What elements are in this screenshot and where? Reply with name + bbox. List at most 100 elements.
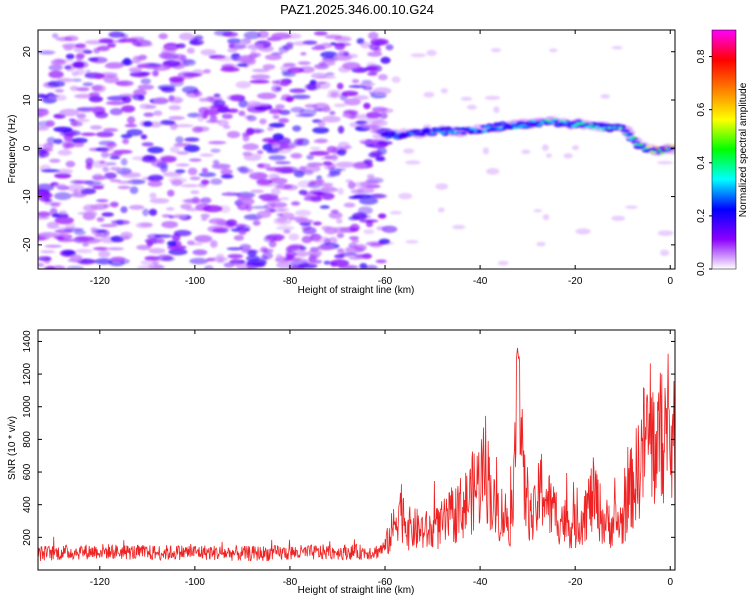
heatmap-noise-cell bbox=[217, 119, 229, 127]
heatmap-noise-cell bbox=[486, 168, 500, 175]
heatmap-noise-cell bbox=[156, 254, 173, 261]
heatmap-noise-cell bbox=[117, 185, 131, 190]
heatmap-noise-cell bbox=[288, 244, 304, 249]
heatmap-noise-cell bbox=[250, 74, 271, 80]
heatmap-noise-cell bbox=[360, 141, 379, 145]
heatmap-noise-cell bbox=[198, 97, 208, 102]
heatmap-noise-cell bbox=[349, 223, 360, 232]
heatmap-noise-cell bbox=[130, 36, 145, 41]
heatmap-signal-cell bbox=[450, 129, 456, 131]
heatmap-noise-cell bbox=[657, 230, 674, 237]
heatmap-noise-cell bbox=[304, 83, 321, 91]
heatmap-noise-cell bbox=[285, 96, 294, 103]
heatmap-noise-cell bbox=[274, 166, 293, 174]
snr-xtick-label: -20 bbox=[568, 577, 583, 588]
snr-frame bbox=[37, 329, 676, 571]
heatmap-noise-cell bbox=[122, 138, 129, 145]
figure-title: PAZ1.2025.346.00.10.G24 bbox=[280, 2, 434, 17]
heatmap-noise-cell bbox=[226, 219, 238, 227]
heatmap-noise-cell bbox=[91, 85, 103, 91]
spectrogram-xtick-label: -100 bbox=[185, 276, 205, 287]
snr-xtick-label: 0 bbox=[667, 577, 673, 588]
heatmap-noise-cell bbox=[235, 81, 252, 89]
heatmap-noise-cell bbox=[38, 144, 45, 148]
heatmap-noise-cell bbox=[385, 44, 394, 51]
heatmap-noise-cell bbox=[271, 32, 292, 40]
heatmap-noise-cell bbox=[365, 264, 378, 269]
heatmap-noise-cell bbox=[315, 179, 323, 186]
colorbar-tick-label: 0.2 bbox=[696, 209, 707, 223]
heatmap-signal-cell bbox=[573, 124, 578, 127]
heatmap-noise-cell bbox=[108, 31, 125, 38]
heatmap-noise-cell bbox=[158, 52, 173, 59]
heatmap-noise-cell bbox=[238, 166, 250, 174]
heatmap-noise-cell bbox=[575, 228, 591, 235]
heatmap-noise-cell bbox=[139, 103, 152, 110]
heatmap-noise-cell bbox=[132, 94, 145, 101]
heatmap-noise-cell bbox=[54, 173, 72, 179]
heatmap-noise-cell bbox=[148, 208, 158, 216]
heatmap-signal-cell bbox=[618, 126, 623, 130]
heatmap-noise-cell bbox=[103, 128, 119, 132]
heatmap-noise-cell bbox=[319, 182, 334, 187]
heatmap-noise-cell bbox=[374, 40, 386, 46]
heatmap-noise-cell bbox=[322, 161, 333, 166]
heatmap-noise-cell bbox=[48, 70, 64, 79]
heatmap-noise-cell bbox=[269, 177, 288, 185]
heatmap-noise-cell bbox=[217, 107, 230, 113]
heatmap-noise-cell bbox=[120, 158, 128, 166]
heatmap-noise-cell bbox=[278, 118, 290, 124]
heatmap-noise-cell bbox=[75, 235, 95, 242]
heatmap-noise-cell bbox=[378, 238, 391, 245]
heatmap-noise-cell bbox=[87, 106, 106, 112]
heatmap-noise-cell bbox=[230, 258, 241, 266]
heatmap-noise-cell bbox=[168, 248, 188, 256]
heatmap-noise-cell bbox=[367, 51, 383, 57]
heatmap-signal-cell bbox=[500, 123, 505, 126]
heatmap-noise-cell bbox=[148, 247, 166, 254]
heatmap-noise-cell bbox=[295, 113, 315, 118]
heatmap-noise-cell bbox=[336, 82, 344, 90]
snr-ytick-label: 1400 bbox=[22, 330, 33, 353]
heatmap-noise-cell bbox=[262, 64, 276, 70]
heatmap-noise-cell bbox=[54, 216, 74, 225]
heatmap-noise-cell bbox=[38, 108, 49, 117]
colorbar-tick-label: 0.4 bbox=[696, 155, 707, 169]
heatmap-noise-cell bbox=[161, 87, 176, 93]
heatmap-noise-cell bbox=[600, 94, 610, 99]
heatmap-noise-cell bbox=[38, 148, 47, 156]
heatmap-noise-cell bbox=[184, 137, 200, 142]
heatmap-noise-cell bbox=[56, 168, 73, 174]
heatmap-noise-cell bbox=[343, 202, 356, 208]
heatmap-noise-cell bbox=[313, 236, 331, 244]
heatmap-noise-cell bbox=[204, 265, 214, 269]
heatmap-noise-cell bbox=[120, 231, 133, 240]
snr-ytick-label: 1200 bbox=[22, 363, 33, 386]
heatmap-noise-cell bbox=[350, 189, 364, 194]
heatmap-noise-cell bbox=[180, 184, 199, 188]
heatmap-noise-cell bbox=[264, 54, 282, 61]
heatmap-noise-cell bbox=[200, 49, 217, 56]
heatmap-noise-cell bbox=[94, 232, 103, 238]
heatmap-noise-cell bbox=[90, 227, 97, 232]
heatmap-noise-cell bbox=[380, 56, 391, 64]
heatmap-signal-cell bbox=[401, 132, 406, 135]
heatmap-noise-cell bbox=[241, 249, 260, 254]
heatmap-noise-cell bbox=[329, 259, 350, 267]
heatmap-noise-cell bbox=[337, 187, 344, 195]
heatmap-noise-cell bbox=[290, 153, 303, 159]
heatmap-noise-cell bbox=[76, 113, 87, 119]
heatmap-signal-cell bbox=[659, 152, 666, 155]
heatmap-noise-cell bbox=[93, 247, 108, 251]
spectrogram-xtick-label: -120 bbox=[90, 276, 110, 287]
heatmap-noise-cell bbox=[48, 64, 63, 71]
heatmap-noise-cell bbox=[311, 81, 326, 85]
heatmap-noise-cell bbox=[167, 245, 187, 250]
heatmap-noise-cell bbox=[226, 94, 242, 102]
heatmap-noise-cell bbox=[120, 59, 134, 66]
heatmap-noise-cell bbox=[460, 96, 473, 101]
heatmap-noise-cell bbox=[201, 167, 209, 174]
heatmap-noise-cell bbox=[342, 62, 361, 70]
spectrogram-xtick-label: -40 bbox=[473, 276, 488, 287]
